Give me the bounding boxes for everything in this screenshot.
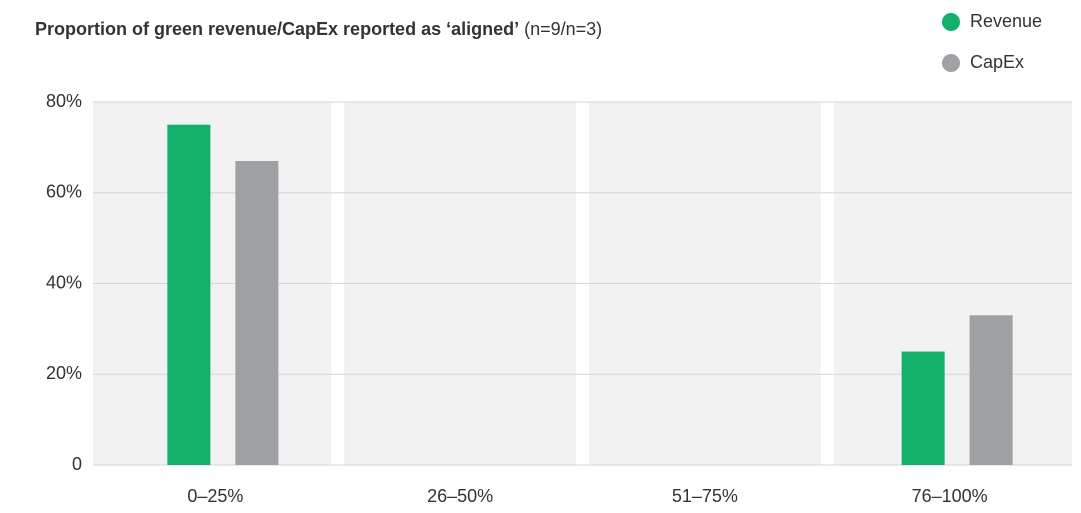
chart-subtitle: (n=9/n=3) (524, 19, 602, 39)
y-tick-label: 20% (46, 363, 82, 383)
legend-swatch (942, 54, 960, 72)
legend-label: CapEx (970, 52, 1024, 72)
x-tick-label: 0–25% (187, 486, 243, 506)
x-tick-label: 51–75% (672, 486, 738, 506)
bar (167, 124, 211, 465)
bar (901, 351, 945, 465)
y-tick-label: 60% (46, 182, 82, 202)
y-tick-label: 80% (46, 91, 82, 111)
legend-swatch (942, 13, 960, 31)
legend-label: Revenue (970, 11, 1042, 31)
y-tick-label: 0 (72, 454, 82, 474)
bar (235, 160, 279, 466)
chart-title-main: Proportion of green revenue/CapEx report… (35, 19, 519, 39)
x-tick-label: 76–100% (912, 486, 988, 506)
x-tick-label: 26–50% (427, 486, 493, 506)
bar (969, 315, 1013, 465)
chart-title: Proportion of green revenue/CapEx report… (35, 19, 602, 39)
y-tick-label: 40% (46, 272, 82, 292)
